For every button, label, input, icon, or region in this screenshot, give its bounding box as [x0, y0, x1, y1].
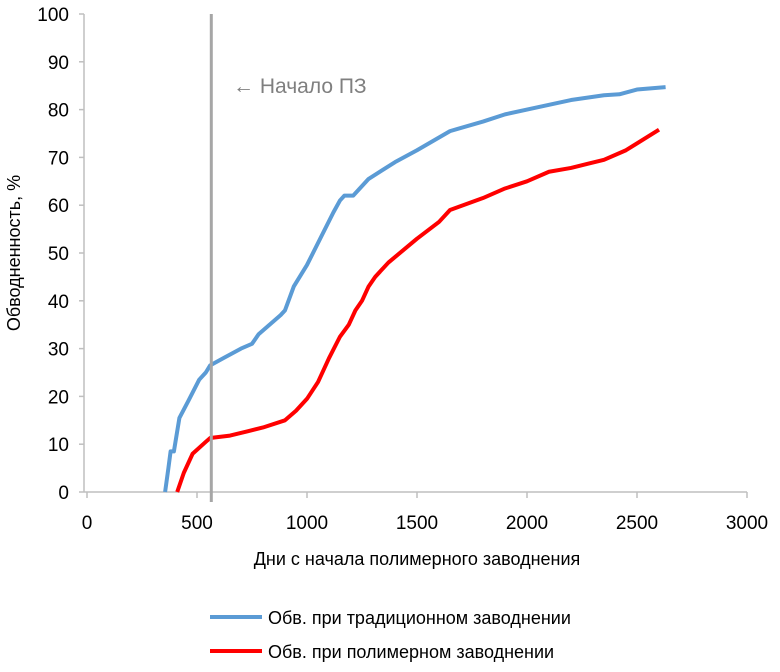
y-tick-label: 10 [48, 435, 69, 456]
legend-label-polymer: Обв. при полимерном заводнении [268, 642, 554, 662]
y-axis-label: Обводненность, % [4, 175, 24, 331]
y-tick-label: 90 [48, 53, 69, 74]
x-axis-label: Дни с начала полимерного заводнения [254, 549, 581, 569]
x-tick-label: 0 [82, 513, 93, 534]
y-tick-label: 20 [48, 387, 69, 408]
y-tick-label: 80 [48, 101, 69, 122]
y-tick-label: 70 [48, 148, 69, 169]
legend: Обв. при традиционном заводнении Обв. пр… [210, 608, 571, 662]
x-tick-label: 1500 [396, 513, 438, 534]
x-tick-label: 1000 [286, 513, 328, 534]
x-tick-label: 3000 [726, 513, 768, 534]
annotation-label: ← Начало ПЗ [233, 75, 367, 98]
y-tick-label: 100 [37, 5, 69, 26]
y-tick-label: 40 [48, 292, 69, 313]
y-tick-label: 60 [48, 196, 69, 217]
y-tick-label: 0 [58, 483, 69, 504]
x-tick-label: 2000 [506, 513, 548, 534]
y-tick-label: 30 [48, 340, 69, 361]
series-group [163, 14, 666, 502]
x-tick-label: 500 [181, 513, 213, 534]
legend-label-traditional: Обв. при традиционном заводнении [268, 608, 571, 628]
x-tick-label: 2500 [616, 513, 658, 534]
y-tick-label: 50 [48, 244, 69, 265]
series-line-1 [175, 127, 661, 493]
series-line-0 [163, 85, 666, 493]
